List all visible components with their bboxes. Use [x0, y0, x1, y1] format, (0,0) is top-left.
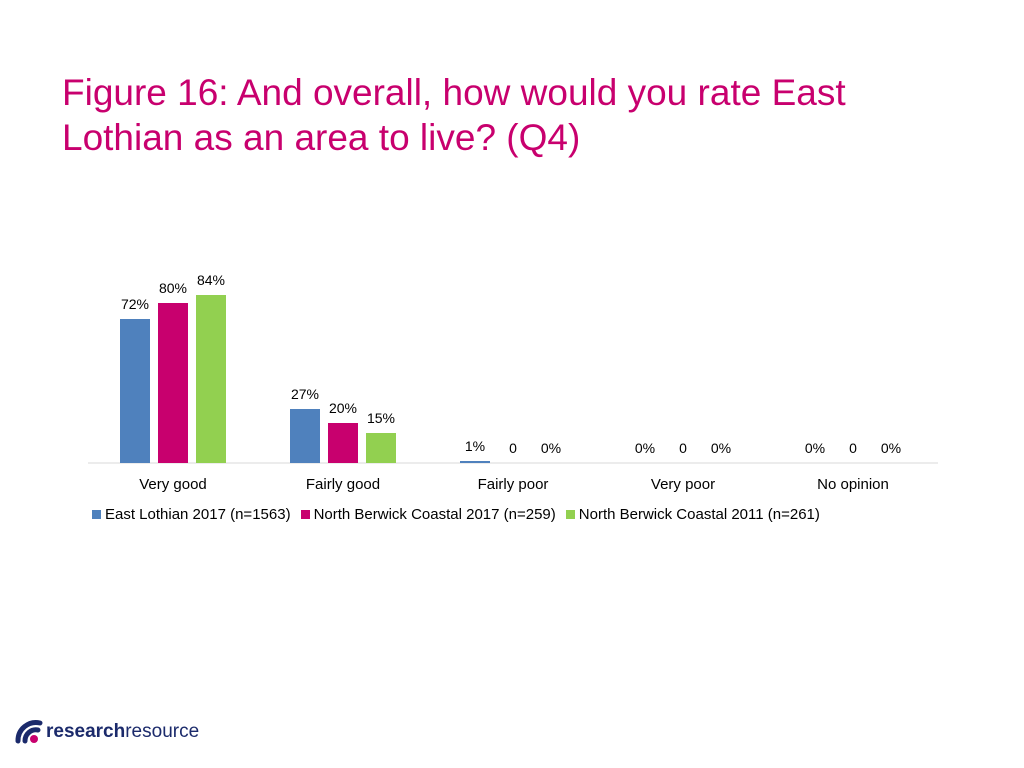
logo-text-bold: research: [46, 721, 126, 742]
data-label: 72%: [121, 296, 149, 312]
data-label: 0: [849, 440, 857, 456]
data-label: 0: [679, 440, 687, 456]
bar: [120, 319, 150, 463]
legend-label: East Lothian 2017 (n=1563): [105, 506, 291, 523]
x-tick-label: Fairly poor: [478, 476, 549, 493]
x-tick-label: Fairly good: [306, 476, 380, 493]
bar-chart: 72% 80% 84% Very good 27% 20% 15% Fairly good 1%…: [88, 272, 938, 493]
bar: [460, 461, 490, 463]
bar: [328, 423, 358, 463]
bar: [158, 303, 188, 463]
bar: [196, 295, 226, 463]
data-label: 0%: [635, 440, 655, 456]
data-label: 84%: [197, 272, 225, 288]
legend-item: North Berwick Coastal 2011 (n=261): [565, 506, 820, 523]
data-label: 0%: [541, 440, 561, 456]
bar: [290, 409, 320, 463]
data-label: 0%: [881, 440, 901, 456]
legend-label: North Berwick Coastal 2017 (n=259): [313, 506, 556, 523]
legend-item: East Lothian 2017 (n=1563): [92, 506, 291, 523]
data-label: 20%: [329, 400, 357, 416]
data-label: 0%: [711, 440, 731, 456]
x-tick-label: Very good: [139, 476, 207, 493]
legend-swatch: [92, 510, 101, 519]
company-logo: research resource: [14, 712, 199, 752]
data-label: 80%: [159, 280, 187, 296]
data-label: 0%: [805, 440, 825, 456]
bar: [366, 433, 396, 463]
legend-swatch: [300, 510, 310, 519]
legend-swatch: [565, 510, 575, 519]
data-label: 27%: [291, 386, 319, 402]
data-label: 15%: [367, 410, 395, 426]
logo-arc-icon: [15, 720, 43, 744]
legend-item: North Berwick Coastal 2017 (n=259): [300, 506, 556, 523]
data-label: 0: [509, 440, 517, 456]
x-tick-label: Very poor: [651, 476, 715, 493]
legend-label: North Berwick Coastal 2011 (n=261): [578, 506, 820, 523]
slide-title: Figure 16: And overall, how would you ra…: [62, 72, 846, 158]
x-tick-label: No opinion: [817, 476, 889, 493]
data-label: 1%: [465, 438, 485, 454]
logo-text-regular: resource: [125, 721, 200, 742]
chart-legend: East Lothian 2017 (n=1563) North Berwick…: [92, 506, 992, 523]
